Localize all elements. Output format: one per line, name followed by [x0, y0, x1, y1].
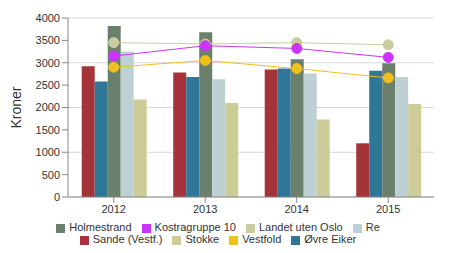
svg-text:Kroner: Kroner: [8, 86, 24, 128]
html-text:Re: Re: [365, 221, 380, 233]
html-text:Landet uten Oslo: Landet uten Oslo: [258, 221, 343, 233]
svg-text:0: 0: [54, 191, 60, 203]
svg-text:4000: 4000: [36, 12, 60, 24]
svg-text:3000: 3000: [36, 57, 60, 69]
html-text:Vestfold: Vestfold: [242, 233, 282, 245]
svg-text:2015: 2015: [376, 203, 400, 215]
html-text:Holmestrand: Holmestrand: [69, 221, 132, 233]
svg-text:2014: 2014: [285, 203, 309, 215]
html-text:Sande (Vestf.): Sande (Vestf.): [92, 233, 163, 245]
svg-text:3500: 3500: [36, 34, 60, 46]
svg-text:2013: 2013: [193, 203, 217, 215]
svg-text:2000: 2000: [36, 101, 60, 113]
svg-text:1000: 1000: [36, 146, 60, 158]
html-text:Kostragruppe 10: Kostragruppe 10: [154, 221, 236, 233]
svg-text:500: 500: [42, 169, 60, 181]
svg-text:2012: 2012: [102, 203, 126, 215]
svg-text:2500: 2500: [36, 79, 60, 91]
svg-text:1500: 1500: [36, 124, 60, 136]
html-text:Stokke: Stokke: [185, 233, 220, 245]
html-text:Øvre Eiker: Øvre Eiker: [304, 233, 357, 245]
